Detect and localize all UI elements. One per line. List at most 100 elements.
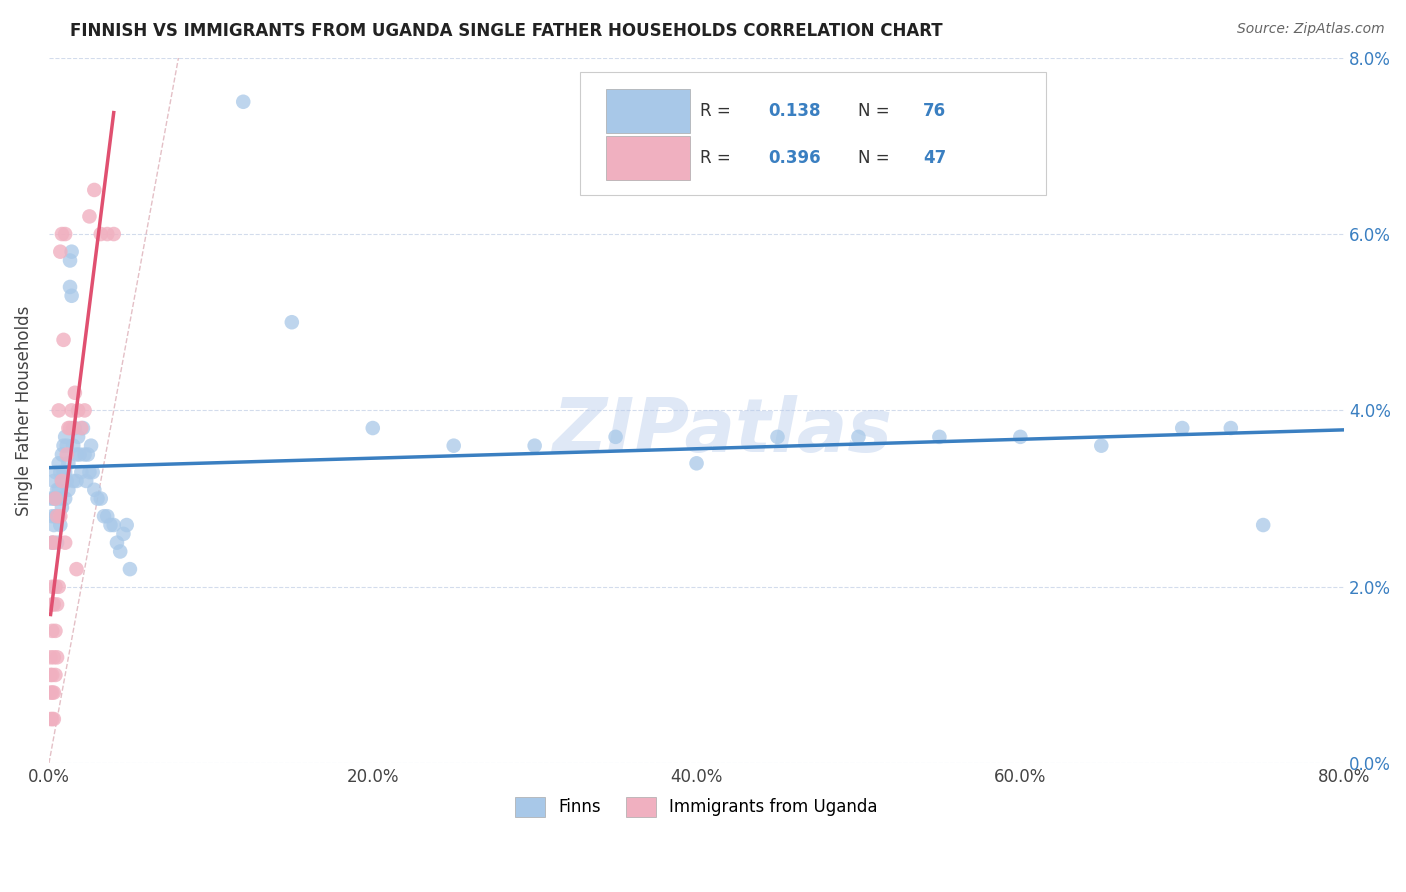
Point bbox=[67, 430, 90, 444]
Point bbox=[70, 465, 93, 479]
Point bbox=[41, 598, 63, 612]
Point bbox=[53, 491, 76, 506]
Point bbox=[72, 421, 94, 435]
Point bbox=[44, 580, 66, 594]
Point bbox=[1090, 439, 1112, 453]
Point bbox=[685, 456, 707, 470]
Point bbox=[42, 535, 65, 549]
Point bbox=[51, 448, 73, 462]
Point bbox=[53, 535, 76, 549]
Point bbox=[55, 439, 77, 453]
Point bbox=[605, 430, 627, 444]
Point bbox=[52, 333, 75, 347]
Point bbox=[58, 456, 80, 470]
Point bbox=[41, 509, 63, 524]
Point bbox=[65, 448, 87, 462]
FancyBboxPatch shape bbox=[606, 89, 690, 133]
Point bbox=[281, 315, 304, 329]
Point bbox=[41, 580, 63, 594]
Point bbox=[41, 668, 63, 682]
Point bbox=[51, 227, 73, 241]
Point bbox=[53, 227, 76, 241]
Point bbox=[41, 535, 63, 549]
Point bbox=[48, 456, 70, 470]
Point bbox=[60, 289, 83, 303]
Text: Source: ZipAtlas.com: Source: ZipAtlas.com bbox=[1237, 22, 1385, 37]
Point bbox=[80, 439, 103, 453]
Point bbox=[51, 500, 73, 515]
Text: FINNISH VS IMMIGRANTS FROM UGANDA SINGLE FATHER HOUSEHOLDS CORRELATION CHART: FINNISH VS IMMIGRANTS FROM UGANDA SINGLE… bbox=[70, 22, 943, 40]
Point bbox=[52, 439, 75, 453]
Point bbox=[39, 712, 62, 726]
Point bbox=[62, 439, 84, 453]
Point bbox=[76, 448, 98, 462]
Point bbox=[443, 439, 465, 453]
Point bbox=[48, 403, 70, 417]
Point bbox=[523, 439, 546, 453]
Point bbox=[59, 280, 82, 294]
Point bbox=[49, 509, 72, 524]
Point bbox=[60, 403, 83, 417]
Text: N =: N = bbox=[859, 103, 896, 120]
Point bbox=[75, 474, 97, 488]
Point bbox=[42, 598, 65, 612]
Point bbox=[51, 474, 73, 488]
Text: ZIPatlas: ZIPatlas bbox=[553, 395, 893, 468]
Point bbox=[82, 465, 104, 479]
Point bbox=[59, 421, 82, 435]
Point bbox=[1171, 421, 1194, 435]
Point bbox=[48, 483, 70, 497]
Text: 0.138: 0.138 bbox=[768, 103, 820, 120]
Point bbox=[46, 598, 69, 612]
Point bbox=[49, 491, 72, 506]
Point bbox=[58, 483, 80, 497]
Point bbox=[65, 562, 87, 576]
Point bbox=[39, 491, 62, 506]
Point bbox=[65, 474, 87, 488]
Legend: Finns, Immigrants from Uganda: Finns, Immigrants from Uganda bbox=[506, 789, 886, 825]
Point bbox=[90, 491, 112, 506]
Point bbox=[44, 491, 66, 506]
Point bbox=[46, 509, 69, 524]
Point bbox=[41, 624, 63, 638]
Text: 0.396: 0.396 bbox=[768, 149, 821, 167]
Point bbox=[39, 668, 62, 682]
Point bbox=[93, 509, 115, 524]
Y-axis label: Single Father Households: Single Father Households bbox=[15, 305, 32, 516]
Point bbox=[46, 483, 69, 497]
Point bbox=[46, 650, 69, 665]
Point bbox=[103, 518, 125, 533]
Point bbox=[108, 544, 131, 558]
Point bbox=[49, 244, 72, 259]
Point bbox=[105, 535, 128, 549]
Point bbox=[42, 685, 65, 699]
Point bbox=[79, 210, 101, 224]
Point bbox=[1251, 518, 1274, 533]
Point bbox=[96, 227, 118, 241]
Point bbox=[232, 95, 254, 109]
Point bbox=[41, 685, 63, 699]
Point bbox=[51, 474, 73, 488]
Point bbox=[73, 448, 96, 462]
Point bbox=[44, 509, 66, 524]
Point bbox=[42, 491, 65, 506]
Point bbox=[118, 562, 141, 576]
Point bbox=[103, 227, 125, 241]
Point bbox=[62, 421, 84, 435]
Point bbox=[58, 421, 80, 435]
Text: R =: R = bbox=[700, 103, 737, 120]
Point bbox=[42, 712, 65, 726]
Point bbox=[53, 465, 76, 479]
Point bbox=[44, 491, 66, 506]
Point bbox=[90, 227, 112, 241]
Point bbox=[42, 474, 65, 488]
Point bbox=[63, 385, 86, 400]
Point bbox=[49, 465, 72, 479]
Point bbox=[100, 518, 122, 533]
Point bbox=[60, 244, 83, 259]
Point bbox=[928, 430, 950, 444]
Point bbox=[59, 253, 82, 268]
Text: 76: 76 bbox=[924, 103, 946, 120]
Point bbox=[42, 518, 65, 533]
Point bbox=[69, 448, 91, 462]
